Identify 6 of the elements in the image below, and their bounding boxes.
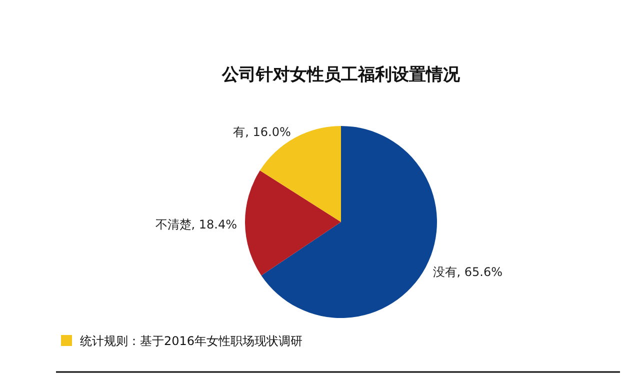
slice-label: 不清楚, 18.4% [155, 217, 238, 232]
slice-label: 有, 16.0% [233, 124, 291, 139]
text: 统计规则：基于2016年女性职场现状调研 [80, 334, 303, 348]
pie-slice [245, 170, 341, 276]
slice-label: 没有, 65.6% [432, 264, 503, 279]
chart-title: 公司针对女性员工福利设置情况 [221, 65, 461, 85]
